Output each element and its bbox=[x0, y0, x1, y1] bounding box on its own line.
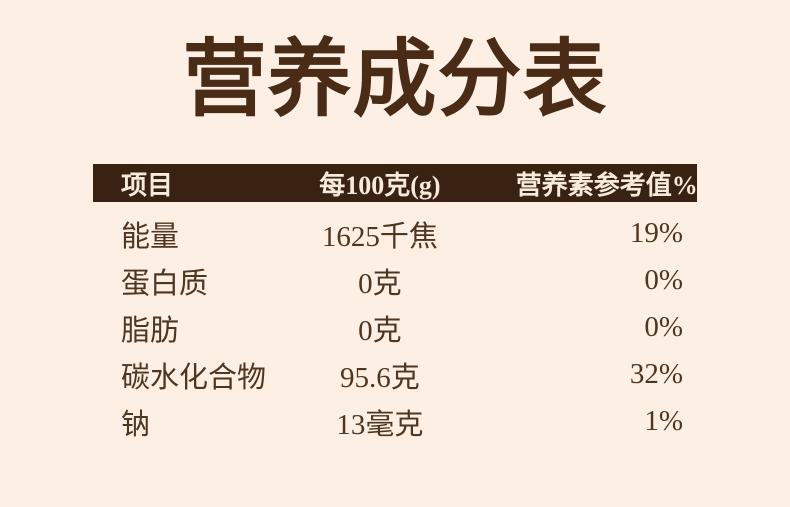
table-row: 蛋白质 0克 0% bbox=[93, 257, 697, 304]
header-per-100g-label: 每100克(g) bbox=[319, 170, 441, 200]
table-row: 脂肪 0克 0% bbox=[93, 304, 697, 351]
row-per-100g-value: 95.6克 bbox=[340, 361, 420, 394]
table-row: 能量 1625千焦 19% bbox=[93, 210, 697, 257]
row-item-name: 能量 bbox=[121, 220, 180, 253]
row-per-100g-value: 13毫克 bbox=[336, 408, 424, 441]
row-nrv-value: 32% bbox=[629, 358, 683, 390]
row-per-100g-value: 1625千焦 bbox=[321, 220, 438, 253]
row-nrv-value: 1% bbox=[644, 405, 683, 437]
row-item-name: 蛋白质 bbox=[121, 267, 209, 300]
row-nrv-value: 19% bbox=[629, 217, 683, 249]
table-body: 能量 1625千焦 19% 蛋白质 0克 0% 脂肪 0克 0% 碳水化合物 9… bbox=[93, 202, 697, 445]
header-item-label: 项目 bbox=[121, 170, 174, 200]
page-title: 营养成分表 bbox=[182, 34, 608, 127]
row-item-name: 碳水化合物 bbox=[121, 361, 267, 394]
table-row: 钠 13毫克 1% bbox=[93, 398, 697, 445]
row-item-name: 脂肪 bbox=[121, 314, 180, 347]
row-item-name: 钠 bbox=[121, 408, 151, 441]
nutrition-table: 项目 每100克(g) 营养素参考值% 能量 1625千焦 19% 蛋白质 0克… bbox=[93, 164, 698, 445]
table-header-row: 项目 每100克(g) 营养素参考值% bbox=[93, 164, 698, 202]
row-per-100g-value: 0克 bbox=[358, 314, 402, 347]
row-per-100g-value: 0克 bbox=[358, 267, 402, 300]
table-row: 碳水化合物 95.6克 32% bbox=[93, 351, 697, 398]
row-nrv-value: 0% bbox=[644, 264, 683, 296]
row-nrv-value: 0% bbox=[644, 311, 683, 343]
header-nrv-percent-label: 营养素参考值% bbox=[515, 170, 698, 200]
